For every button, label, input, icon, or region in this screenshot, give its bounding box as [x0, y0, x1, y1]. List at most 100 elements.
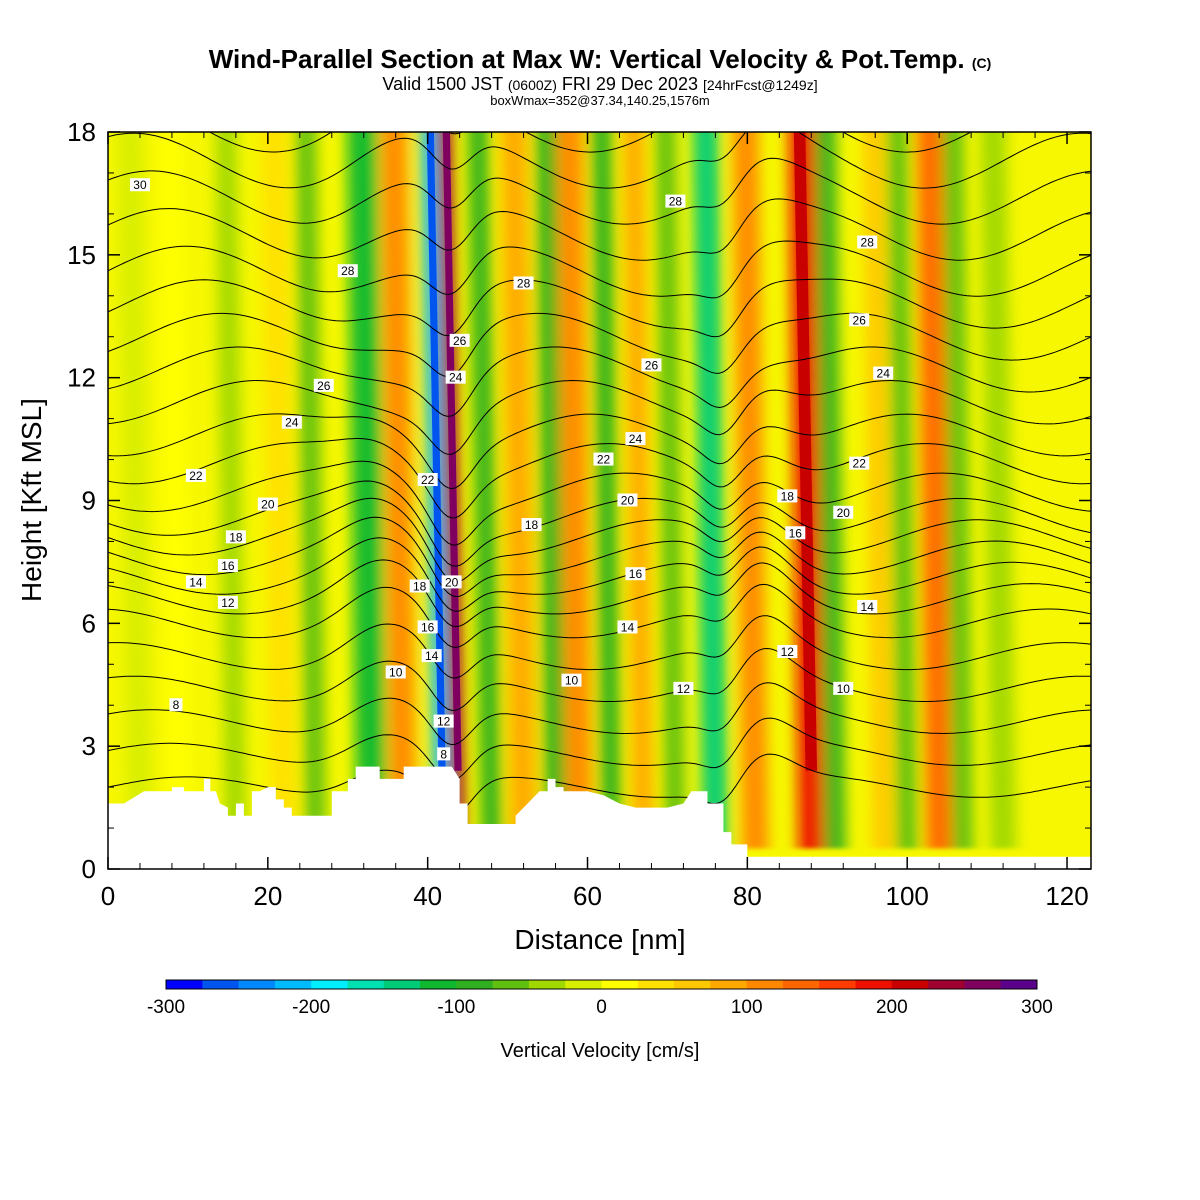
svg-text:30: 30 [133, 178, 147, 192]
contour-label-12: 24 [873, 366, 894, 381]
contour-label-23: 18 [777, 489, 798, 503]
colorbar-swatch-23 [1000, 980, 1038, 989]
contour-label-26: 16 [625, 567, 646, 581]
colorbar-swatch-22 [964, 980, 1002, 989]
y-tick-label-6: 6 [82, 608, 96, 638]
svg-text:12: 12 [221, 596, 235, 610]
contour-label-24: 18 [409, 579, 430, 593]
colorbar-swatch-1 [202, 980, 240, 989]
colorbar-swatch-19 [855, 980, 893, 989]
valid-zulu: (0600Z) [507, 77, 557, 93]
x-tick-label-40: 40 [413, 881, 442, 911]
contour-label-36: 12 [433, 714, 454, 729]
theta-contour-19 [108, 198, 1091, 261]
svg-text:14: 14 [861, 600, 875, 614]
colorbar-frame [165, 979, 1038, 990]
velocity-band-20 [863, 132, 894, 849]
colorbar-swatch-14 [674, 980, 711, 989]
contour-label-17: 20 [257, 497, 278, 512]
velocity-band-17 [732, 132, 769, 849]
svg-text:10: 10 [389, 665, 403, 679]
contour-label-28: 16 [417, 620, 438, 634]
velocity-band-11 [535, 132, 566, 849]
svg-text:16: 16 [421, 620, 435, 634]
y-tick-label-9: 9 [82, 486, 96, 516]
contour-label-34: 12 [673, 681, 694, 696]
colorbar-swatch-18 [819, 980, 857, 989]
velocity-band-19 [815, 132, 846, 849]
contour-label-16: 22 [849, 456, 870, 471]
svg-text:26: 26 [853, 313, 867, 327]
svg-text:28: 28 [517, 276, 531, 290]
chart-subtitle: Valid 1500 JST (0600Z) FRI 29 Dec 2023 [… [0, 74, 1200, 95]
contour-label-11: 24 [625, 432, 646, 446]
y-tick-label-15: 15 [67, 240, 96, 270]
svg-text:20: 20 [621, 494, 635, 508]
colorbar-label--300: -300 [147, 997, 185, 1018]
theta-contour-labels: 30 28 28 28 28 26 26 26 26 24 24 24 24 22 22 22 22 20 20 20… [129, 178, 894, 761]
svg-text:20: 20 [837, 506, 851, 520]
theta-contour-6 [108, 559, 1091, 628]
y-axis-title: Height [Kft MSL] [16, 398, 47, 602]
x-tick-label-0: 0 [101, 881, 115, 911]
velocity-band-2 [215, 132, 247, 849]
colorbar: -300 -200 -100 0 100 200 300 [147, 979, 1053, 1018]
colorbar-swatch-11 [565, 980, 602, 989]
velocity-band-10 [501, 132, 537, 849]
contour-label-4: 28 [857, 235, 878, 250]
y-tick-label-3: 3 [82, 731, 96, 761]
theta-contour-12 [108, 438, 1091, 519]
contour-label-10: 24 [445, 370, 466, 385]
svg-text:16: 16 [789, 526, 803, 540]
y-tick-label-18: 18 [67, 117, 96, 147]
theta-contour-5 [108, 583, 1091, 649]
valid-date: FRI 29 Dec 2023 [561, 74, 698, 94]
x-tick-label-20: 20 [253, 881, 282, 911]
colorbar-swatch-4 [311, 980, 348, 989]
contour-label-25: 16 [217, 559, 238, 573]
contour-label-38: 10 [561, 673, 582, 688]
x-tick-label-80: 80 [733, 881, 762, 911]
velocity-band-4 [295, 132, 327, 849]
colorbar-label--100: -100 [437, 997, 475, 1018]
theta-contour-15 [108, 346, 1091, 417]
contour-label-33: 12 [217, 595, 238, 610]
colorbar-swatch-2 [238, 980, 276, 989]
x-tick-label-100: 100 [885, 881, 928, 911]
svg-text:12: 12 [677, 682, 691, 696]
velocity-band-22 [916, 132, 952, 849]
velocity-core-7 [426, 132, 446, 771]
colorbar-swatch-15 [710, 980, 748, 989]
svg-text:22: 22 [189, 469, 203, 483]
colorbar-swatch-8 [456, 980, 494, 989]
theta-contour-7 [108, 537, 1091, 612]
terrain [108, 766, 1091, 869]
contour-label-37: 10 [385, 665, 406, 679]
colorbar-swatch-21 [928, 980, 965, 989]
svg-text:24: 24 [629, 432, 643, 446]
colorbar-swatch-9 [492, 980, 530, 989]
colorbar-title: Vertical Velocity [cm/s] [501, 1040, 700, 1062]
colorbar-label--200: -200 [292, 997, 330, 1018]
terrain-mask [108, 766, 1091, 869]
svg-text:12: 12 [437, 715, 451, 729]
contour-label-13: 22 [185, 468, 206, 483]
colorbar-swatch-3 [274, 980, 312, 989]
svg-text:28: 28 [341, 264, 355, 278]
svg-text:22: 22 [853, 457, 867, 471]
svg-text:10: 10 [565, 674, 579, 688]
colorbar-swatch-12 [601, 980, 639, 989]
svg-text:8: 8 [440, 747, 447, 761]
velocity-band-5 [346, 132, 387, 849]
theta-contour-14 [108, 379, 1091, 455]
contour-label-22: 18 [521, 518, 542, 532]
svg-text:16: 16 [221, 559, 235, 573]
svg-text:12: 12 [781, 645, 795, 659]
colorbar-swatch-17 [782, 980, 820, 989]
contour-label-1: 28 [337, 264, 358, 278]
contour-label-18: 20 [617, 493, 638, 508]
theta-contour-16 [108, 312, 1091, 378]
contour-label-7: 26 [641, 358, 662, 372]
colorbar-label-100: 100 [731, 997, 763, 1018]
svg-text:24: 24 [285, 416, 299, 430]
